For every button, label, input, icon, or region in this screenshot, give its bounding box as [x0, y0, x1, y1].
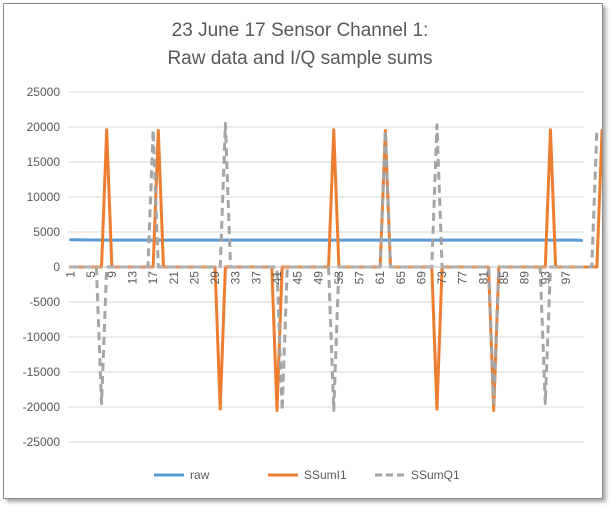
chart-title-line-1: 23 June 17 Sensor Channel 1:: [172, 20, 429, 41]
x-tick-label: 25: [187, 271, 201, 285]
y-tick-label: 25000: [27, 85, 61, 99]
legend-label-SSumI1: SSumI1: [304, 468, 347, 482]
x-tick-label: 85: [497, 271, 511, 285]
line-chart: 23 June 17 Sensor Channel 1: Raw data an…: [23, 20, 602, 482]
x-tick-label: 57: [353, 271, 367, 285]
legend-label-SSumQ1: SSumQ1: [411, 468, 460, 482]
chart-frame: 23 June 17 Sensor Channel 1: Raw data an…: [3, 3, 603, 499]
x-tick-label: 41: [270, 271, 284, 285]
x-tick-label: 5: [84, 271, 98, 278]
x-tick-label: 61: [373, 271, 387, 285]
x-tick-label: 93: [538, 271, 552, 285]
x-tick-label: 29: [208, 271, 222, 285]
x-tick-label: 33: [229, 271, 243, 285]
x-tick-label: 13: [126, 271, 140, 285]
x-axis-tick-labels: 1 5 9 13 17 21 25 29 33 37 41 45 49 53 57 61 65 69 73 77 81 8…: [64, 271, 573, 285]
y-tick-label: 10000: [27, 190, 61, 204]
x-tick-label: 77: [456, 271, 470, 285]
x-tick-label: 73: [435, 271, 449, 285]
y-axis-tick-labels: -25000 -20000 -15000 -10000 -5000 0 5000 10000 1…: [23, 85, 61, 449]
x-tick-label: 21: [167, 271, 181, 285]
legend: raw SSumI1 SSumQ1: [154, 468, 460, 482]
x-tick-label: 9: [105, 271, 119, 278]
y-tick-label: -5000: [29, 295, 60, 309]
series-line-raw: [69, 238, 583, 242]
x-tick-label: 65: [394, 271, 408, 285]
legend-label-raw: raw: [190, 468, 210, 482]
y-tick-label: 0: [53, 260, 60, 274]
y-tick-label: -15000: [23, 365, 61, 379]
y-tick-label: 15000: [27, 155, 61, 169]
x-tick-label: 45: [291, 271, 305, 285]
x-tick-label: 37: [249, 271, 263, 285]
x-tick-label: 53: [332, 271, 346, 285]
chart-title-line-2: Raw data and I/Q sample sums: [167, 48, 432, 69]
y-tick-label: -25000: [23, 435, 61, 449]
y-tick-label: -10000: [23, 330, 61, 344]
x-tick-label: 49: [311, 271, 325, 285]
y-tick-label: -20000: [23, 400, 61, 414]
x-tick-label: 89: [518, 271, 532, 285]
x-tick-label: 17: [146, 271, 160, 285]
y-tick-label: 20000: [27, 120, 61, 134]
x-tick-label: 1: [64, 271, 78, 278]
y-tick-label: 5000: [33, 225, 60, 239]
x-tick-label: 69: [414, 271, 428, 285]
x-tick-label: 81: [476, 271, 490, 285]
x-tick-label: 97: [559, 271, 573, 285]
